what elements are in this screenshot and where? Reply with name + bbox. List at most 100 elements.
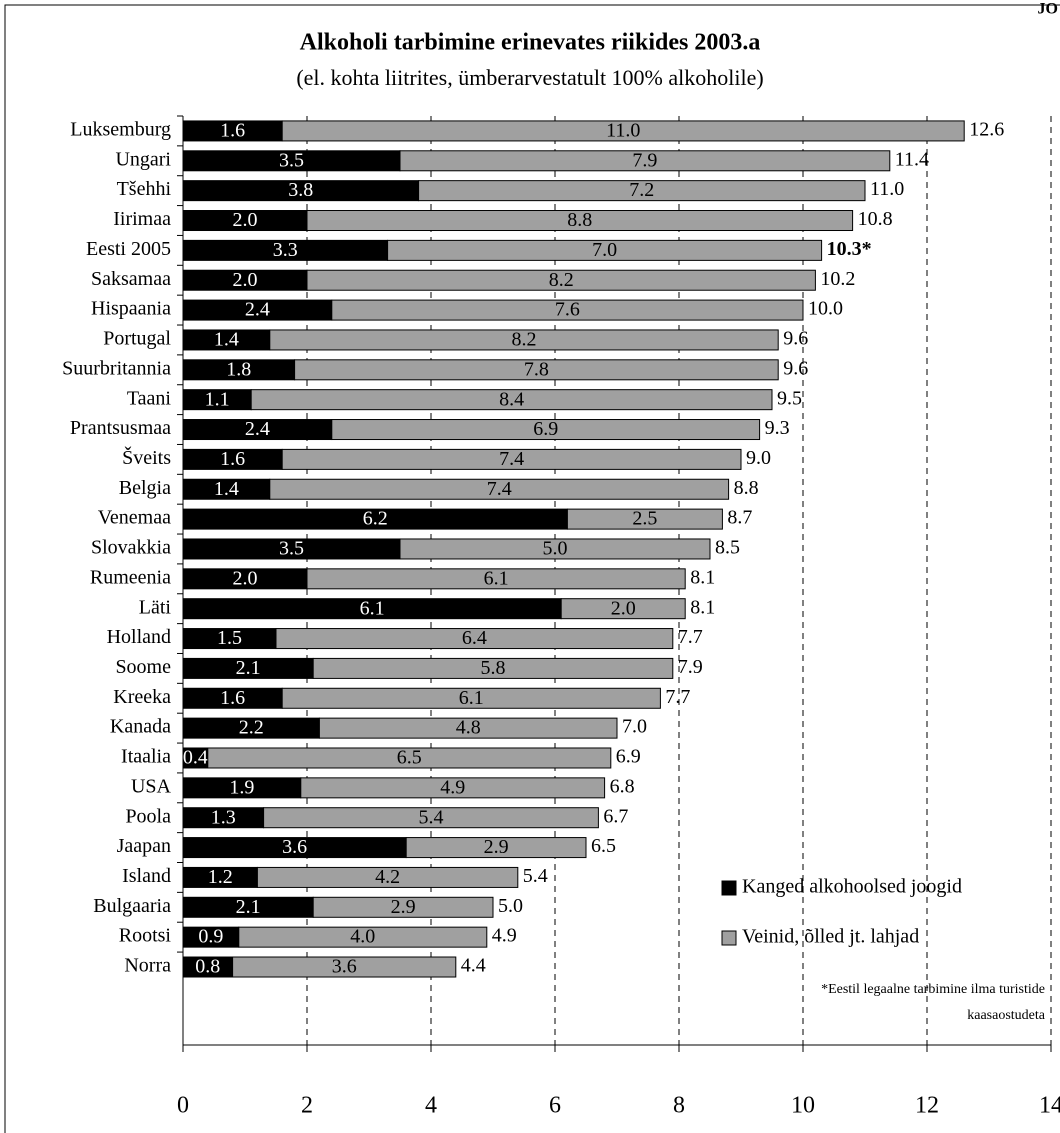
legend-label: Kanged alkohoolsed joogid xyxy=(742,876,962,898)
bar-segment xyxy=(387,239,823,261)
x-tick-label: 2 xyxy=(301,1093,313,1119)
value-label: 1.6 xyxy=(220,120,245,142)
value-label: 8.2 xyxy=(512,329,537,351)
value-label: 8.8 xyxy=(567,209,592,231)
value-label: 4.0 xyxy=(350,926,375,948)
y-tick-label: Luksemburg xyxy=(70,119,171,141)
x-tick-label: 4 xyxy=(425,1093,437,1119)
total-label: 10.3* xyxy=(827,238,872,260)
bar-segment xyxy=(306,568,686,590)
value-label: 7.9 xyxy=(632,149,657,171)
total-label: 4.9 xyxy=(492,925,517,947)
y-tick-label: Šveits xyxy=(122,445,171,469)
value-label: 2.0 xyxy=(611,597,636,619)
bar-segment xyxy=(399,150,891,172)
total-label: 6.7 xyxy=(603,805,628,827)
legend-swatch xyxy=(721,930,737,946)
value-label: 2.4 xyxy=(245,418,270,440)
value-label: 1.4 xyxy=(214,329,239,351)
bar-segment xyxy=(238,926,488,948)
value-label: 2.0 xyxy=(233,269,258,291)
value-label: 7.4 xyxy=(487,478,512,500)
y-tick-label: Belgia xyxy=(119,477,171,499)
y-tick-label: Taani xyxy=(127,387,172,409)
value-label: 4.8 xyxy=(456,717,481,739)
total-label: 5.0 xyxy=(498,895,523,917)
value-label: 1.6 xyxy=(220,448,245,470)
value-label: 1.5 xyxy=(217,627,242,649)
value-label: 7.2 xyxy=(629,179,654,201)
total-label: 9.6 xyxy=(783,328,808,350)
value-label: 1.9 xyxy=(229,776,254,798)
value-label: 3.6 xyxy=(282,836,307,858)
total-label: 4.4 xyxy=(461,955,486,977)
value-label: 3.5 xyxy=(279,149,304,171)
total-label: 9.0 xyxy=(746,447,771,469)
value-label: 0.8 xyxy=(195,956,220,978)
total-label: 10.2 xyxy=(820,268,855,290)
bar-segment xyxy=(318,717,618,739)
bar-segment xyxy=(331,419,761,441)
total-label: 9.3 xyxy=(765,417,790,439)
value-label: 11.0 xyxy=(606,120,640,142)
value-label: 1.1 xyxy=(205,388,230,410)
total-label: 9.5 xyxy=(777,387,802,409)
value-label: 8.2 xyxy=(549,269,574,291)
total-label: 6.5 xyxy=(591,835,616,857)
total-label: 8.8 xyxy=(734,477,759,499)
y-tick-label: Rootsi xyxy=(119,925,172,947)
bar-segment xyxy=(312,896,494,918)
bar-segment xyxy=(560,598,686,620)
value-label: 7.0 xyxy=(592,239,617,261)
y-tick-label: Rumeenia xyxy=(90,566,171,588)
total-label: 10.0 xyxy=(808,298,843,320)
value-label: 3.3 xyxy=(273,239,298,261)
total-label: 7.0 xyxy=(622,716,647,738)
y-tick-label: Tšehhi xyxy=(117,178,172,200)
bar-segment xyxy=(306,269,816,291)
value-label: 4.2 xyxy=(375,866,400,888)
value-label: 6.1 xyxy=(360,597,385,619)
bar-segment xyxy=(306,210,854,232)
value-label: 3.8 xyxy=(288,179,313,201)
y-tick-label: Soome xyxy=(115,656,171,678)
x-tick-label: 14 xyxy=(1039,1093,1060,1119)
bar-segment xyxy=(418,180,866,202)
value-label: 6.1 xyxy=(459,687,484,709)
value-label: 7.4 xyxy=(499,448,524,470)
y-tick-label: Poola xyxy=(125,805,171,827)
value-label: 6.1 xyxy=(484,567,509,589)
value-label: 2.0 xyxy=(233,567,258,589)
footnote: *Eestil legaalne tarbimine ilma turistid… xyxy=(821,982,1045,997)
bar-segment xyxy=(405,837,587,859)
value-label: 7.8 xyxy=(524,358,549,380)
total-label: 8.1 xyxy=(690,566,715,588)
value-label: 2.1 xyxy=(236,896,261,918)
y-tick-label: Saksamaa xyxy=(91,268,171,290)
value-label: 6.9 xyxy=(533,418,558,440)
value-label: 6.4 xyxy=(462,627,487,649)
y-tick-label: Läti xyxy=(139,596,172,618)
bar-segment xyxy=(331,299,804,321)
y-tick-label: Jaapan xyxy=(117,835,171,857)
bar-segment xyxy=(232,956,457,978)
value-label: 6.2 xyxy=(363,508,388,530)
total-label: 8.7 xyxy=(727,507,752,529)
chart-frame xyxy=(4,4,1060,1133)
y-tick-label: Norra xyxy=(124,955,171,977)
value-label: 3.6 xyxy=(332,956,357,978)
value-label: 5.0 xyxy=(543,538,568,560)
y-tick-label: Eesti 2005 xyxy=(86,238,171,260)
total-label: 8.5 xyxy=(715,537,740,559)
y-tick-label: Venemaa xyxy=(98,507,171,529)
value-label: 2.9 xyxy=(484,836,509,858)
y-tick-label: Suurbritannia xyxy=(62,357,171,379)
value-label: 7.6 xyxy=(555,299,580,321)
y-tick-label: Portugal xyxy=(103,328,171,350)
value-label: 2.0 xyxy=(233,209,258,231)
value-label: 0.9 xyxy=(198,926,223,948)
bar-segment xyxy=(281,120,965,142)
total-label: 9.6 xyxy=(783,357,808,379)
total-label: 10.8 xyxy=(858,208,893,230)
chart-subtitle: (el. kohta liitrites, ümberarvestatult 1… xyxy=(296,65,763,90)
